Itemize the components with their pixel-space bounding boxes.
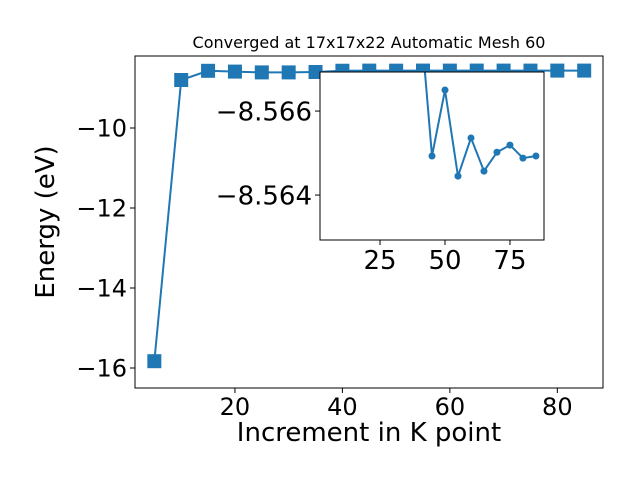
data-marker [441, 86, 449, 94]
data-marker [519, 154, 527, 162]
chart-title: Converged at 17x17x22 Automatic Mesh 60 [193, 33, 546, 52]
data-marker [506, 141, 514, 149]
x-tick-label: 20 [220, 393, 251, 421]
data-marker [227, 64, 242, 79]
data-marker [201, 63, 216, 78]
x-axis-label: Increment in K point [237, 418, 501, 448]
data-marker [493, 148, 501, 156]
x-tick-label: 80 [542, 393, 573, 421]
data-marker [254, 65, 269, 80]
data-marker [577, 63, 592, 78]
y-tick-label: −8.566 [216, 97, 312, 127]
y-tick-label: −8.564 [216, 181, 312, 211]
y-tick-label: −14 [76, 275, 127, 303]
data-line [423, 72, 537, 177]
data-marker [550, 63, 565, 78]
data-marker [532, 152, 540, 160]
data-marker [428, 152, 436, 160]
x-tick-label: 60 [435, 393, 466, 421]
y-tick-label: −16 [76, 355, 127, 383]
data-marker [174, 73, 189, 87]
data-marker [281, 65, 296, 80]
data-marker [308, 65, 323, 79]
data-marker [467, 134, 475, 142]
y-tick-label: −10 [76, 115, 127, 143]
y-tick-label: −12 [76, 195, 127, 223]
x-tick-label: 50 [428, 246, 461, 276]
x-tick-label: 40 [327, 393, 358, 421]
y-axis-label: Energy (eV) [31, 145, 61, 298]
data-marker [454, 172, 462, 180]
plot-frame [134, 55, 604, 389]
data-marker [480, 167, 488, 175]
data-marker [147, 354, 162, 369]
x-tick-label: 75 [493, 246, 526, 276]
x-tick-label: 25 [363, 246, 396, 276]
plot-frame [319, 71, 545, 241]
data-marker [416, 0, 423, 5]
